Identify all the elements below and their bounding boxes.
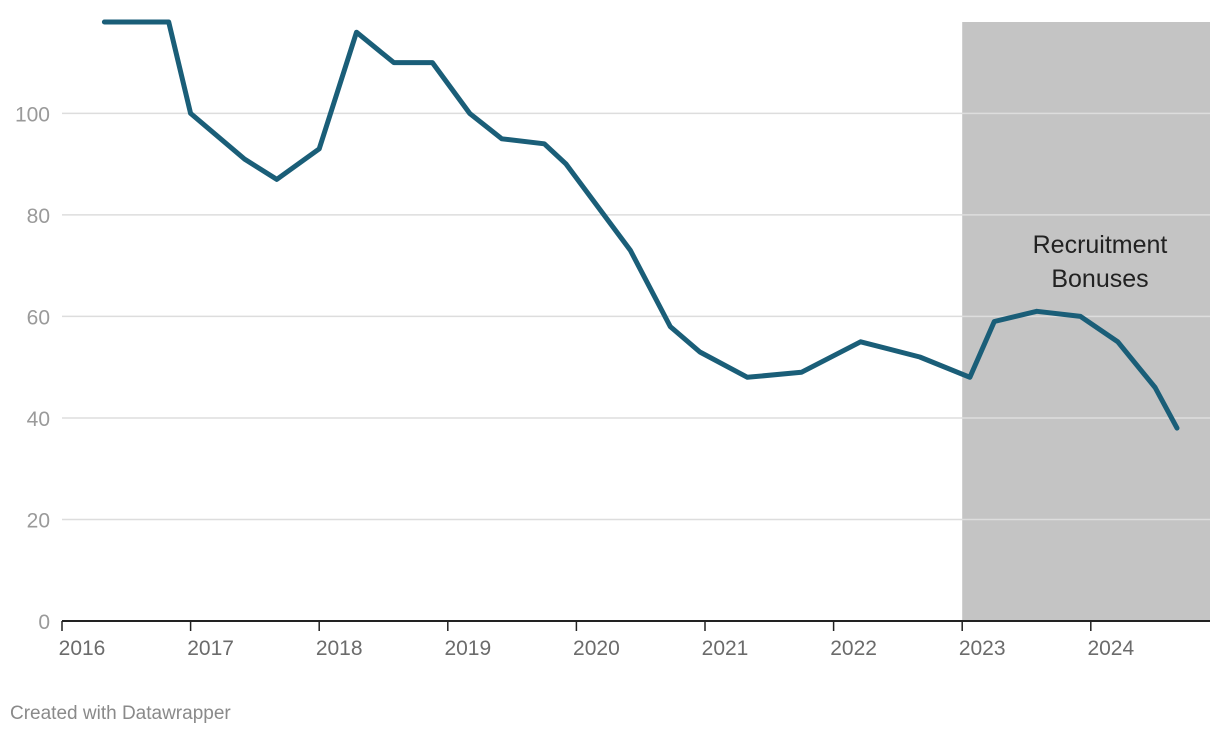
x-tick-label: 2024 — [1087, 637, 1134, 660]
y-tick-label: 80 — [27, 205, 50, 228]
y-tick-label: 100 — [15, 103, 50, 126]
series-line — [101, 19, 1180, 431]
x-tick-label: 2023 — [959, 637, 1006, 660]
x-tick-label: 2018 — [316, 637, 363, 660]
x-tick-label: 2016 — [59, 637, 106, 660]
x-tick-label: 2021 — [702, 637, 749, 660]
x-tick-label: 2020 — [573, 637, 620, 660]
x-tick-label: 2017 — [187, 637, 234, 660]
y-axis-tick-labels: 0 20 40 60 80 100 — [15, 103, 50, 634]
x-tick-label: 2019 — [444, 637, 491, 660]
credit-text: Created with Datawrapper — [10, 703, 231, 724]
y-tick-label: 60 — [27, 306, 50, 329]
y-tick-label: 20 — [27, 509, 50, 532]
y-tick-label: 40 — [27, 408, 50, 431]
y-tick-label: 0 — [38, 611, 50, 634]
annotation-bonuses: Bonuses — [1051, 265, 1148, 293]
x-axis-ticks: 2016 2017 2018 2019 2020 2021 2022 2023 2024 — [59, 621, 1134, 660]
annotation-recruitment: Recruitment — [1033, 231, 1168, 259]
x-tick-label: 2022 — [830, 637, 877, 660]
